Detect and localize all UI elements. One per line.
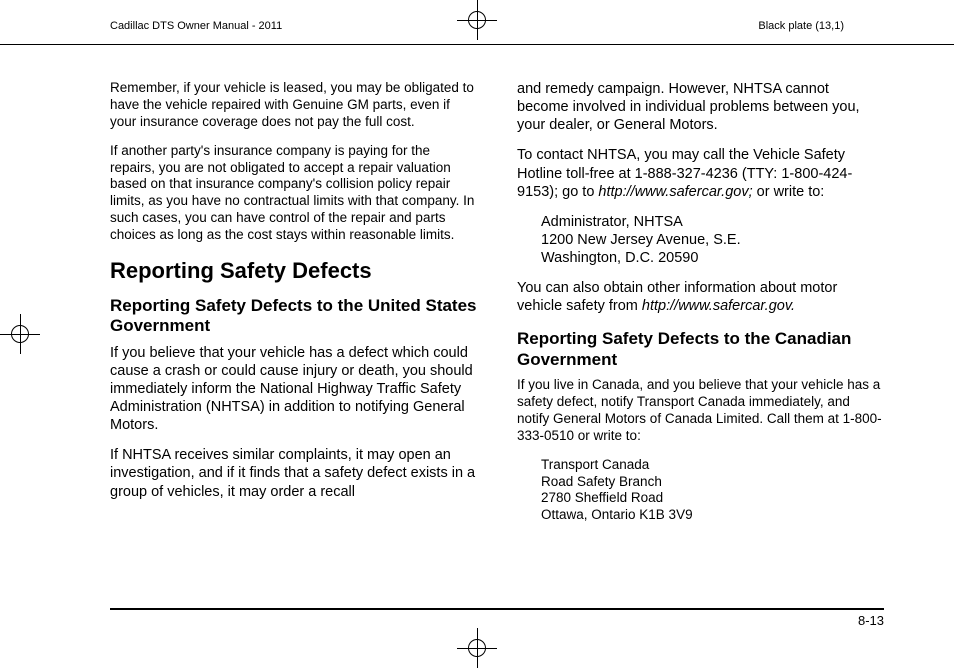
subsection-heading: Reporting Safety Defects to the Canadian… bbox=[517, 329, 884, 370]
text-span: or write to: bbox=[753, 184, 825, 200]
address-line: Administrator, NHTSA bbox=[541, 213, 884, 231]
url-text: http://www.safercar.gov. bbox=[642, 298, 795, 314]
address-block: Administrator, NHTSA 1200 New Jersey Ave… bbox=[541, 213, 884, 267]
address-line: Road Safety Branch bbox=[541, 474, 884, 491]
footer-rule bbox=[110, 608, 884, 610]
left-column: Remember, if your vehicle is leased, you… bbox=[110, 80, 477, 536]
address-line: 1200 New Jersey Avenue, S.E. bbox=[541, 231, 884, 249]
url-text: http://www.safercar.gov; bbox=[598, 184, 752, 200]
body-text: If another party's insurance company is … bbox=[110, 143, 477, 244]
header-manual-title: Cadillac DTS Owner Manual - 2011 bbox=[110, 20, 282, 32]
address-line: Ottawa, Ontario K1B 3V9 bbox=[541, 507, 884, 524]
page-number: 8-13 bbox=[858, 613, 884, 628]
page-content: Remember, if your vehicle is leased, you… bbox=[110, 80, 884, 536]
section-heading: Reporting Safety Defects bbox=[110, 258, 477, 284]
address-line: 2780 Sheffield Road bbox=[541, 490, 884, 507]
right-column: and remedy campaign. However, NHTSA cann… bbox=[517, 80, 884, 536]
crop-mark-bottom bbox=[457, 628, 497, 668]
body-text: If you live in Canada, and you believe t… bbox=[517, 377, 884, 445]
address-block: Transport Canada Road Safety Branch 2780… bbox=[541, 457, 884, 525]
body-text: If NHTSA receives similar complaints, it… bbox=[110, 446, 477, 500]
header-plate-info: Black plate (13,1) bbox=[758, 20, 844, 32]
body-text: To contact NHTSA, you may call the Vehic… bbox=[517, 146, 884, 200]
page-header: Cadillac DTS Owner Manual - 2011 Black p… bbox=[0, 15, 954, 45]
body-text: If you believe that your vehicle has a d… bbox=[110, 344, 477, 435]
body-text: and remedy campaign. However, NHTSA cann… bbox=[517, 80, 884, 134]
body-text: Remember, if your vehicle is leased, you… bbox=[110, 80, 477, 131]
crop-mark-left bbox=[0, 314, 40, 354]
body-text: You can also obtain other information ab… bbox=[517, 279, 884, 315]
address-line: Washington, D.C. 20590 bbox=[541, 249, 884, 267]
subsection-heading: Reporting Safety Defects to the United S… bbox=[110, 296, 477, 337]
address-line: Transport Canada bbox=[541, 457, 884, 474]
